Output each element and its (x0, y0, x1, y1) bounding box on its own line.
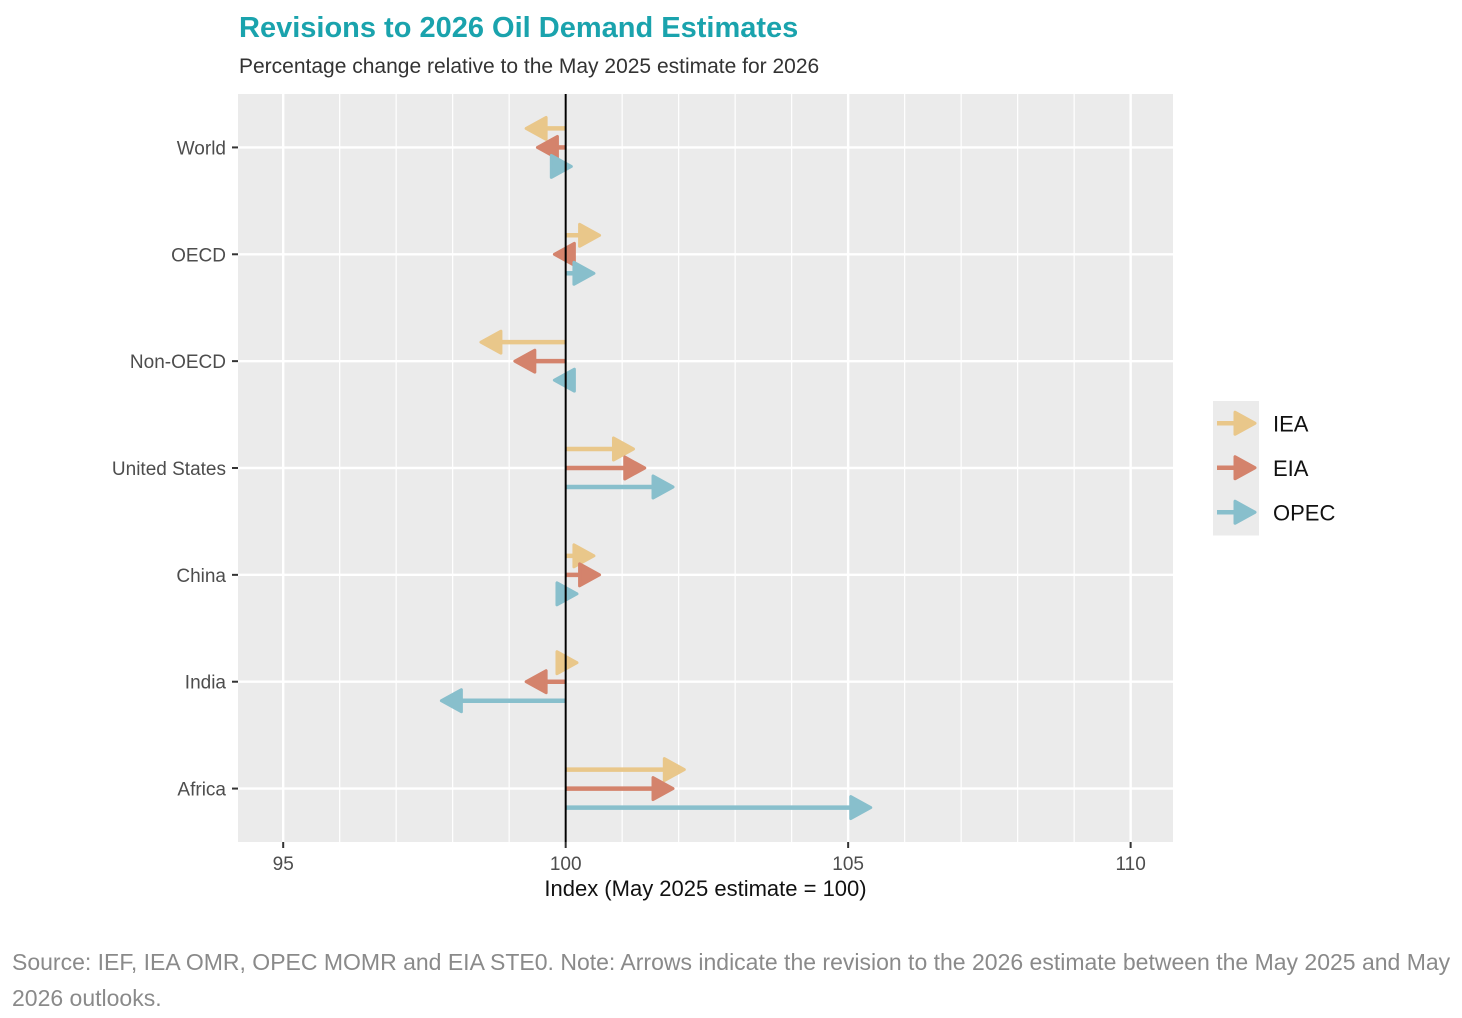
arrow-opec (565, 260, 596, 286)
y-tick-label: Africa (177, 780, 226, 801)
y-tick-label: Non-OECD (130, 352, 226, 373)
source-note: Source: IEF, IEA OMR, OPEC MOMR and EIA … (12, 949, 1451, 1011)
arrow-eia (565, 562, 602, 588)
legend-label: IEA (1273, 411, 1309, 436)
arrow-iea (524, 115, 566, 141)
legend-key-iea (1217, 410, 1257, 436)
arrow-eia (565, 455, 647, 481)
arrow-opec (552, 367, 576, 393)
y-tick-label: China (176, 566, 226, 587)
arrow-opec (549, 153, 573, 179)
arrow-eia (565, 776, 675, 802)
x-axis-label: Index (May 2025 estimate = 100) (544, 876, 866, 901)
y-tick-label: India (185, 673, 227, 694)
arrow-iea (555, 650, 579, 676)
arrow-eia (535, 134, 566, 160)
axes: World OECD Non-OECD United States China India… (112, 138, 1146, 901)
arrow-iea (565, 757, 686, 783)
legend-key-eia (1217, 455, 1257, 481)
legend-label: EIA (1273, 456, 1309, 481)
chart-area: World OECD Non-OECD United States China India… (112, 94, 1335, 901)
x-tick-label: 100 (550, 854, 582, 875)
x-tick-label: 110 (1115, 854, 1145, 875)
arrow-opec (555, 581, 579, 607)
plot-panel (238, 94, 1173, 842)
y-tick-label: World (177, 138, 226, 159)
arrow-iea (479, 329, 566, 355)
legend: IEA EIA OPEC (1213, 401, 1335, 536)
arrow-eia (524, 669, 566, 695)
arrow-opec (439, 688, 566, 714)
x-tick-label: 105 (832, 854, 864, 875)
x-tick-label: 95 (273, 854, 294, 875)
legend-key-opec (1217, 499, 1257, 525)
y-tick-label: United States (112, 459, 226, 480)
chart-subtitle: Percentage change relative to the May 20… (239, 55, 820, 78)
arrow-iea (565, 543, 596, 569)
chart-title: Revisions to 2026 Oil Demand Estimates (239, 12, 799, 44)
y-tick-label: OECD (171, 245, 226, 266)
arrow-opec (565, 474, 675, 500)
arrow-eia (513, 348, 566, 374)
arrow-iea (565, 222, 602, 248)
legend-label: OPEC (1273, 500, 1335, 525)
arrow-eia (552, 241, 576, 267)
arrow-opec (565, 795, 873, 821)
chart-marks (439, 94, 873, 842)
arrow-iea (565, 436, 635, 462)
